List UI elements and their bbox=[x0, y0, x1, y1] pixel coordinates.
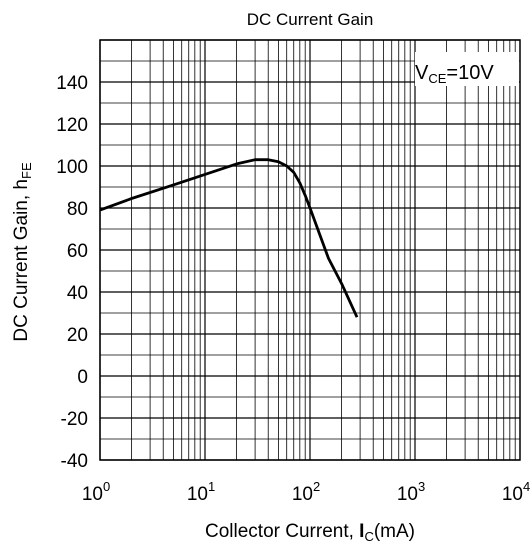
y-tick-labels: -40 -20 0 20 40 60 80 100 120 140 bbox=[56, 73, 88, 472]
annotation-vce: VCE=10V bbox=[415, 62, 494, 86]
y-axis-label: DC Current Gain, hFE bbox=[11, 162, 34, 342]
y-axis-label-subscript: FE bbox=[19, 162, 34, 179]
series-layer bbox=[99, 158, 359, 318]
x-tick-label: 104 bbox=[502, 479, 530, 505]
y-tick-label: 80 bbox=[67, 199, 88, 220]
y-tick-label: -20 bbox=[61, 409, 88, 430]
x-tick-label: 103 bbox=[397, 479, 425, 505]
grid bbox=[99, 39, 520, 461]
chart-title: DC Current Gain bbox=[247, 10, 374, 29]
x-tick-labels: 100 101 102 103 104 bbox=[82, 479, 530, 505]
annotation-subscript: CE bbox=[428, 71, 446, 86]
x-axis-label-main: Collector Current, bbox=[205, 521, 359, 542]
x-tick-label: 101 bbox=[187, 479, 215, 505]
x-axis-label: Collector Current, IC(mA) bbox=[205, 521, 415, 544]
x-axis-label-symbol: I bbox=[359, 521, 364, 542]
plot-frame bbox=[99, 39, 521, 461]
y-tick-label: 100 bbox=[56, 157, 88, 178]
y-tick-label: 20 bbox=[67, 325, 88, 346]
x-tick-label: 100 bbox=[82, 479, 110, 505]
y-tick-label: 40 bbox=[67, 283, 88, 304]
annotation-value: =10V bbox=[446, 62, 494, 84]
y-axis-label-main: DC Current Gain, h bbox=[11, 179, 32, 342]
y-tick-label: 140 bbox=[56, 73, 88, 94]
y-tick-label: 0 bbox=[77, 367, 88, 388]
x-axis-label-subscript: C bbox=[364, 529, 373, 544]
x-axis-label-unit: (mA) bbox=[374, 521, 415, 542]
x-tick-label: 102 bbox=[292, 479, 320, 505]
annotation-box bbox=[415, 52, 519, 86]
y-tick-label: 60 bbox=[67, 241, 88, 262]
annotation-main: V bbox=[415, 62, 429, 84]
y-tick-label: -40 bbox=[61, 451, 88, 472]
series-line bbox=[99, 158, 359, 318]
y-tick-label: 120 bbox=[56, 115, 88, 136]
